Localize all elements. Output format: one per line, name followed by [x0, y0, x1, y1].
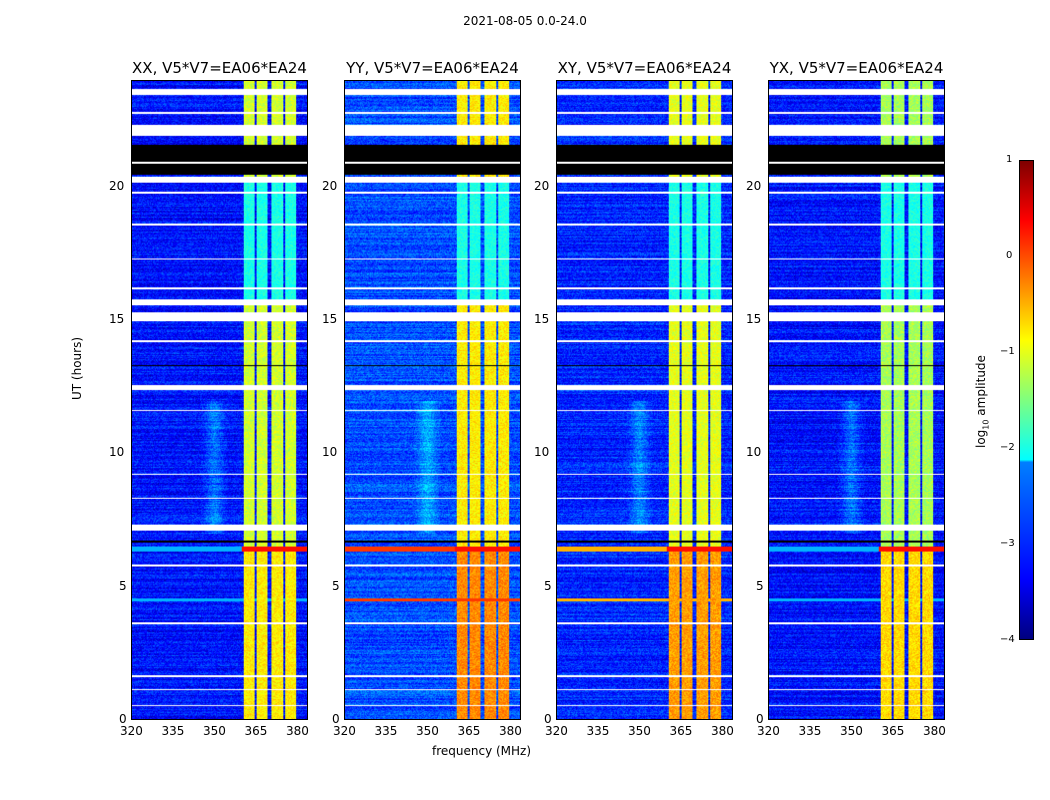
x-tick-label: 365: [244, 724, 268, 738]
y-tick-label: 15: [322, 312, 338, 326]
heatmap-image: [557, 81, 732, 719]
colorbar-label: log10 amplitude: [974, 355, 991, 448]
y-tick-label: 5: [756, 578, 764, 593]
x-axis-label: frequency (MHz): [432, 744, 532, 758]
y-tick-label: 0: [332, 712, 340, 726]
waterfall-panel-0: [131, 80, 308, 720]
waterfall-panel-3: [768, 80, 945, 720]
x-tick-label: 335: [374, 724, 398, 738]
y-tick-label: 0: [544, 712, 552, 726]
x-tick-label: 335: [798, 724, 822, 738]
y-axis-label: UT (hours): [70, 336, 84, 400]
y-tick-label: 5: [332, 578, 340, 593]
x-tick-label: 365: [881, 724, 905, 738]
x-tick-label: 350: [839, 724, 863, 738]
y-tick-label: 10: [322, 445, 338, 460]
waterfall-panel-2: [556, 80, 733, 720]
x-tick-label: 380: [922, 724, 946, 738]
y-tick-label: 10: [109, 445, 125, 460]
y-tick-label: 20: [109, 178, 125, 193]
x-tick-label: 320: [333, 724, 356, 738]
y-tick-label: 10: [534, 445, 550, 460]
x-tick-label: 380: [710, 724, 734, 738]
panel-title: YX, V5*V7=EA06*EA24: [769, 59, 944, 77]
y-tick-label: 20: [322, 178, 338, 193]
heatmap-image: [769, 81, 944, 719]
waterfall-panel-1: [344, 80, 521, 720]
x-tick-label: 350: [202, 724, 226, 738]
x-tick-label: 365: [457, 724, 481, 738]
x-tick-label: 320: [120, 724, 143, 738]
x-tick-label: 350: [415, 724, 439, 738]
x-tick-label: 380: [498, 724, 522, 738]
x-tick-label: 380: [285, 724, 309, 738]
y-tick-label: 15: [746, 312, 762, 326]
colorbar-tick-label: 0: [1006, 250, 1013, 261]
heatmap-image: [345, 81, 520, 719]
y-tick-label: 10: [746, 445, 762, 460]
panel-title: XY, V5*V7=EA06*EA24: [557, 59, 732, 77]
y-tick-label: 15: [109, 312, 125, 326]
colorbar-tick-label: 1: [1006, 154, 1013, 165]
x-tick-label: 335: [586, 724, 610, 738]
colorbar-tick-label: −2: [1000, 442, 1015, 453]
y-tick-label: 20: [534, 178, 550, 193]
y-tick-label: 0: [119, 712, 127, 726]
y-tick-label: 20: [746, 178, 762, 193]
colorbar-tick-label: −1: [1000, 346, 1015, 357]
y-tick-label: 15: [534, 312, 550, 326]
y-tick-label: 5: [119, 578, 127, 593]
heatmap-image: [132, 81, 307, 719]
x-tick-label: 320: [545, 724, 568, 738]
figure-title: 2021-08-05 0.0-24.0: [463, 14, 587, 28]
colorbar-tick-label: −4: [1000, 634, 1015, 645]
y-tick-label: 5: [544, 578, 552, 593]
colorbar: [1019, 160, 1034, 640]
panel-title: YY, V5*V7=EA06*EA24: [346, 59, 519, 77]
y-tick-label: 0: [756, 712, 764, 726]
colorbar-tick-label: −3: [1000, 538, 1015, 549]
x-tick-label: 365: [669, 724, 693, 738]
panel-title: XX, V5*V7=EA06*EA24: [132, 59, 307, 77]
x-tick-label: 350: [627, 724, 651, 738]
x-tick-label: 320: [757, 724, 780, 738]
x-tick-label: 335: [161, 724, 185, 738]
